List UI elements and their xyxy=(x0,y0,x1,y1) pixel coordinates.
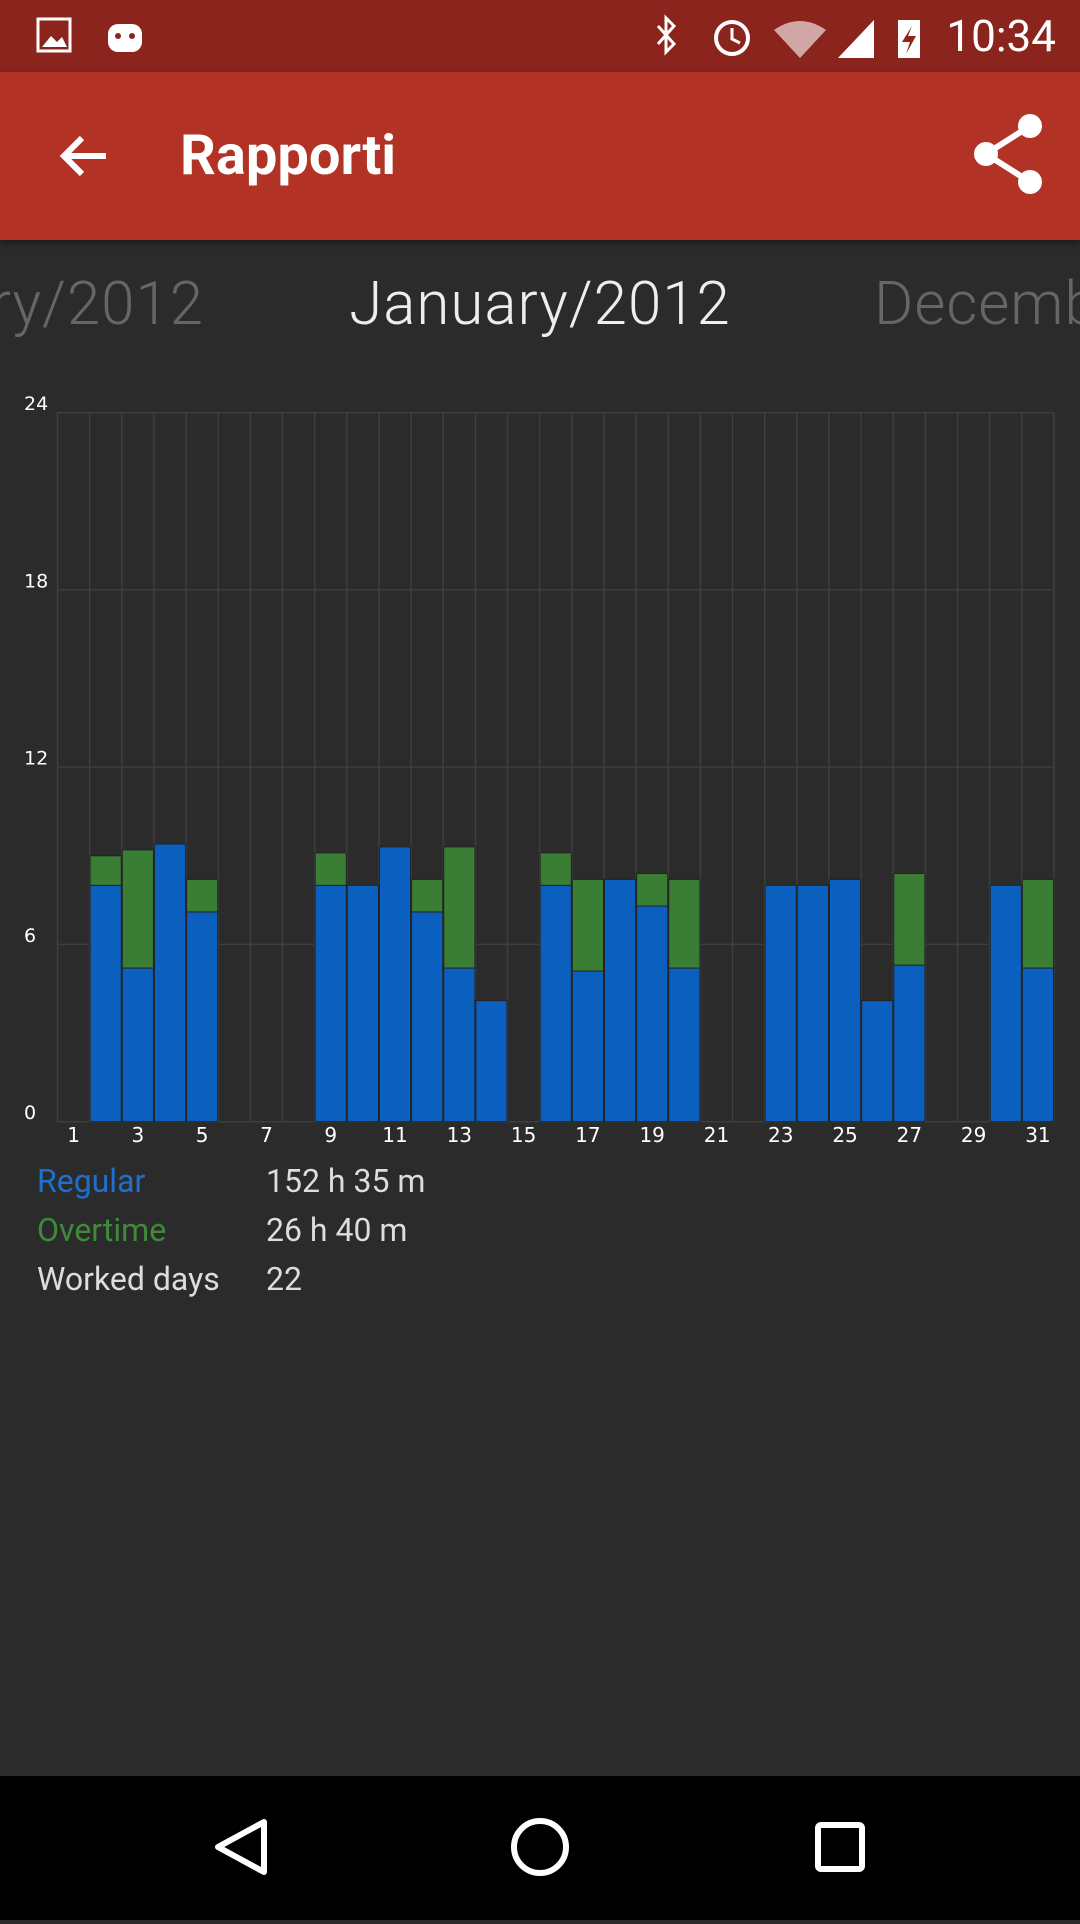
x-tick-label: 19 xyxy=(639,1123,664,1147)
bar-segment xyxy=(378,846,412,1123)
x-tick-label: 25 xyxy=(832,1123,857,1147)
bar-segment xyxy=(571,878,604,972)
worked-days-label: Worked days xyxy=(37,1260,220,1298)
home-nav[interactable] xyxy=(511,1818,569,1876)
bar-segment xyxy=(89,855,122,886)
status-bar: 10:34 xyxy=(0,0,1080,72)
x-tick-label: 23 xyxy=(768,1123,793,1147)
current-month: January/2012 xyxy=(349,268,731,339)
regular-label: Regular xyxy=(37,1162,146,1200)
x-tick-label: 7 xyxy=(260,1123,273,1147)
bar-segment xyxy=(121,849,154,969)
bar-segment xyxy=(346,884,379,1123)
x-tick-label: 17 xyxy=(575,1123,600,1147)
bar-segment xyxy=(796,884,829,1123)
next-month[interactable]: Decemb xyxy=(874,268,1080,339)
bar-segment xyxy=(539,852,572,886)
bar-segment xyxy=(411,911,444,1123)
y-tick-label: 18 xyxy=(24,570,48,592)
y-tick-label: 0 xyxy=(24,1102,36,1124)
navigation-bar xyxy=(0,1776,1080,1920)
bar-segment xyxy=(668,967,701,1123)
system-icons xyxy=(656,14,920,58)
bar-segment xyxy=(186,911,219,1123)
share-button[interactable] xyxy=(968,112,1048,196)
x-tick-label: 11 xyxy=(382,1123,407,1147)
app-title: Rapporti xyxy=(180,122,397,188)
bar-segment xyxy=(411,878,444,913)
worked-days-value: 22 xyxy=(266,1260,302,1298)
overtime-value: 26 h 40 m xyxy=(266,1211,408,1249)
x-tick-label: 3 xyxy=(131,1123,144,1147)
bar-segment xyxy=(989,884,1022,1123)
overtime-label: Overtime xyxy=(37,1211,167,1249)
notification-icons xyxy=(36,17,142,53)
nav-buttons xyxy=(215,1818,865,1876)
bar-segment xyxy=(603,878,637,1123)
x-tick-label: 9 xyxy=(324,1123,337,1147)
x-tick-label: 27 xyxy=(897,1123,922,1147)
x-tick-label: 31 xyxy=(1025,1123,1050,1147)
x-tick-label: 21 xyxy=(704,1123,729,1147)
y-tick-label: 24 xyxy=(24,393,48,415)
bar-segment xyxy=(861,1000,894,1123)
bar-segment xyxy=(314,884,347,1123)
x-tick-label: 1 xyxy=(67,1123,80,1147)
y-tick-label: 6 xyxy=(24,925,36,947)
x-tick-label: 15 xyxy=(511,1123,536,1147)
bar-segment xyxy=(828,878,862,1123)
bar-segment xyxy=(539,884,572,1123)
recents-nav[interactable] xyxy=(815,1822,865,1872)
x-tick-label: 29 xyxy=(961,1123,986,1147)
x-tick-label: 5 xyxy=(196,1123,209,1147)
x-tick-label: 13 xyxy=(447,1123,472,1147)
bar-segment xyxy=(153,843,187,1123)
bar-segment xyxy=(893,964,926,1123)
bar-segment xyxy=(636,873,669,907)
bar-segment xyxy=(1021,878,1055,969)
y-tick-label: 12 xyxy=(24,748,48,770)
bar-segment xyxy=(314,852,347,886)
bar-segment xyxy=(475,1000,508,1123)
bar-segment xyxy=(636,905,669,1123)
app-bar: Rapporti xyxy=(0,72,1080,240)
bar-segment xyxy=(893,873,926,966)
bar-segment xyxy=(764,884,797,1123)
bar-segment xyxy=(1021,967,1055,1123)
regular-value: 152 h 35 m xyxy=(266,1162,426,1200)
bar-segment xyxy=(121,967,154,1123)
bar-segment xyxy=(89,884,122,1123)
bar-segment xyxy=(186,878,219,913)
back-nav[interactable] xyxy=(215,1819,267,1875)
clock: 10:34 xyxy=(946,10,1056,62)
bar-segment xyxy=(668,878,701,969)
back-button[interactable] xyxy=(56,130,112,182)
bar-segment xyxy=(571,970,604,1123)
previous-month[interactable]: ry/2012 xyxy=(0,268,204,339)
bar-segment xyxy=(443,967,476,1123)
bar-segment xyxy=(443,846,476,969)
